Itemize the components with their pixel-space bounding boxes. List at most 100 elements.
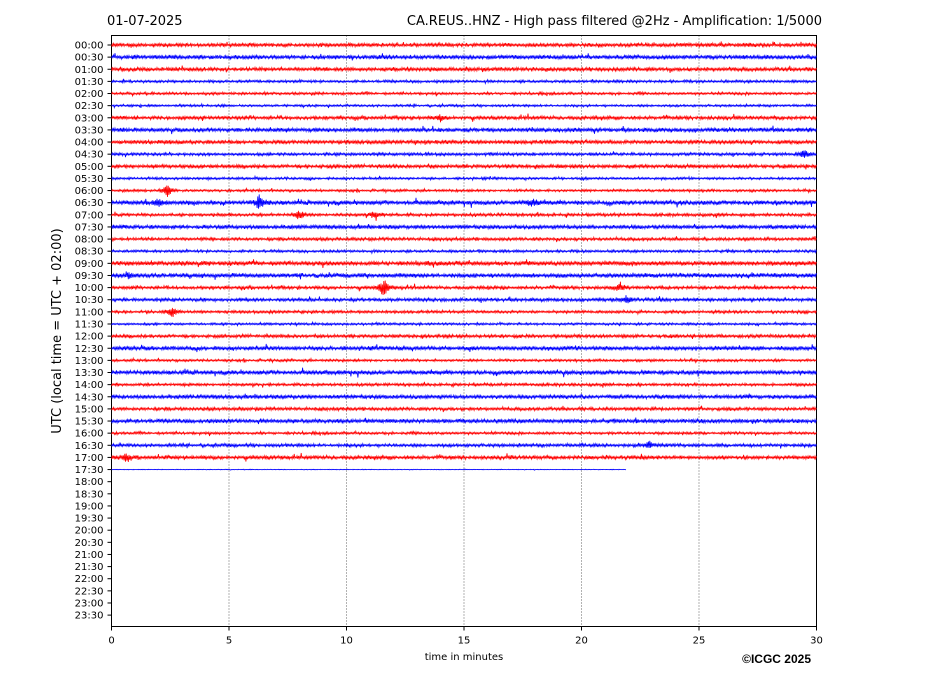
x-tick-label: 0 bbox=[108, 636, 114, 647]
y-tick-label: 06:00 bbox=[75, 186, 104, 197]
trace-0230 bbox=[111, 102, 817, 110]
trace-1530 bbox=[111, 417, 817, 425]
trace-1100 bbox=[111, 307, 817, 317]
y-tick-label: 00:00 bbox=[75, 41, 104, 52]
y-tick-label: 13:00 bbox=[75, 356, 104, 367]
trace-0300 bbox=[111, 113, 817, 123]
y-tick-label: 23:00 bbox=[75, 598, 104, 609]
y-axis-ticks: 00:0000:3001:0001:3002:0002:3003:0003:30… bbox=[75, 41, 112, 622]
x-tick-label: 15 bbox=[458, 636, 471, 647]
y-tick-label: 15:00 bbox=[75, 404, 104, 415]
y-tick-label: 16:00 bbox=[75, 429, 104, 440]
y-tick-label: 10:00 bbox=[75, 283, 104, 294]
trace-1000 bbox=[111, 280, 817, 295]
trace-1030 bbox=[111, 295, 817, 304]
trace-0600 bbox=[111, 185, 817, 197]
trace-1230 bbox=[111, 343, 817, 353]
x-tick-label: 20 bbox=[575, 636, 588, 647]
y-tick-label: 22:30 bbox=[75, 586, 104, 597]
trace-0400 bbox=[111, 138, 817, 146]
y-tick-label: 14:30 bbox=[75, 392, 104, 403]
trace-0630 bbox=[111, 194, 817, 209]
y-tick-label: 12:00 bbox=[75, 332, 104, 343]
trace-1130 bbox=[111, 320, 817, 328]
y-tick-label: 04:30 bbox=[75, 150, 104, 161]
trace-1600 bbox=[111, 429, 817, 437]
y-tick-label: 17:00 bbox=[75, 453, 104, 464]
y-tick-label: 02:00 bbox=[75, 89, 104, 100]
y-tick-label: 16:30 bbox=[75, 441, 104, 452]
y-tick-label: 08:30 bbox=[75, 247, 104, 258]
y-tick-label: 03:00 bbox=[75, 113, 104, 124]
y-tick-label: 14:00 bbox=[75, 380, 104, 391]
x-gridlines bbox=[228, 35, 700, 627]
y-tick-label: 05:30 bbox=[75, 174, 104, 185]
y-axis-label: UTC (local time = UTC + 02:00) bbox=[50, 228, 65, 433]
y-tick-label: 23:30 bbox=[75, 611, 104, 622]
y-tick-label: 07:30 bbox=[75, 222, 104, 233]
y-tick-label: 09:30 bbox=[75, 271, 104, 282]
x-axis-label: time in minutes bbox=[425, 652, 504, 663]
trace-1330 bbox=[111, 367, 817, 378]
trace-0000 bbox=[111, 41, 817, 49]
y-tick-label: 15:30 bbox=[75, 417, 104, 428]
trace-1730 bbox=[111, 468, 627, 471]
y-tick-label: 18:30 bbox=[75, 489, 104, 500]
trace-1700 bbox=[111, 452, 817, 463]
x-tick-label: 25 bbox=[693, 636, 706, 647]
trace-0530 bbox=[111, 174, 817, 182]
y-tick-label: 05:00 bbox=[75, 162, 104, 173]
trace-1630 bbox=[111, 440, 817, 449]
y-tick-label: 22:00 bbox=[75, 574, 104, 585]
plot-frame bbox=[111, 35, 817, 627]
trace-1430 bbox=[111, 393, 817, 401]
y-tick-label: 17:30 bbox=[75, 465, 104, 476]
trace-1200 bbox=[111, 332, 817, 340]
y-tick-label: 09:00 bbox=[75, 259, 104, 270]
y-tick-label: 07:00 bbox=[75, 210, 104, 221]
trace-0700 bbox=[111, 210, 817, 221]
y-tick-label: 01:00 bbox=[75, 65, 104, 76]
trace-0030 bbox=[111, 53, 817, 61]
y-tick-label: 12:30 bbox=[75, 344, 104, 355]
seismic-traces bbox=[111, 41, 817, 471]
trace-1400 bbox=[111, 381, 817, 388]
x-tick-label: 5 bbox=[226, 636, 232, 647]
trace-0800 bbox=[111, 235, 817, 243]
x-tick-label: 10 bbox=[340, 636, 353, 647]
y-tick-label: 03:30 bbox=[75, 125, 104, 136]
trace-0100 bbox=[111, 65, 817, 73]
y-tick-label: 13:30 bbox=[75, 368, 104, 379]
x-tick-label: 30 bbox=[810, 636, 823, 647]
y-tick-label: 21:00 bbox=[75, 550, 104, 561]
y-tick-label: 19:30 bbox=[75, 514, 104, 525]
trace-0200 bbox=[111, 90, 817, 98]
trace-0430 bbox=[111, 150, 817, 158]
y-tick-label: 11:00 bbox=[75, 307, 104, 318]
y-tick-label: 01:30 bbox=[75, 77, 104, 88]
trace-0900 bbox=[111, 259, 817, 269]
y-tick-label: 08:00 bbox=[75, 235, 104, 246]
copyright-notice: ©ICGC 2025 bbox=[742, 652, 811, 666]
trace-0130 bbox=[111, 78, 817, 85]
y-tick-label: 18:00 bbox=[75, 477, 104, 488]
y-tick-label: 21:30 bbox=[75, 562, 104, 573]
trace-1300 bbox=[111, 356, 817, 364]
trace-0930 bbox=[111, 271, 817, 280]
trace-0830 bbox=[111, 248, 817, 255]
trace-0500 bbox=[111, 162, 817, 170]
x-axis-ticks: 0 5 10 15 20 25 30 bbox=[108, 626, 823, 647]
y-tick-label: 20:30 bbox=[75, 538, 104, 549]
trace-0730 bbox=[111, 223, 817, 231]
y-tick-label: 00:30 bbox=[75, 53, 104, 64]
y-tick-label: 04:00 bbox=[75, 138, 104, 149]
chart-title: CA.REUS..HNZ - High pass filtered @2Hz -… bbox=[407, 14, 822, 29]
y-tick-label: 20:00 bbox=[75, 526, 104, 537]
y-tick-label: 10:30 bbox=[75, 295, 104, 306]
trace-0330 bbox=[111, 125, 817, 135]
y-tick-label: 02:30 bbox=[75, 101, 104, 112]
y-tick-label: 11:30 bbox=[75, 319, 104, 330]
date-label: 01-07-2025 bbox=[107, 14, 183, 29]
